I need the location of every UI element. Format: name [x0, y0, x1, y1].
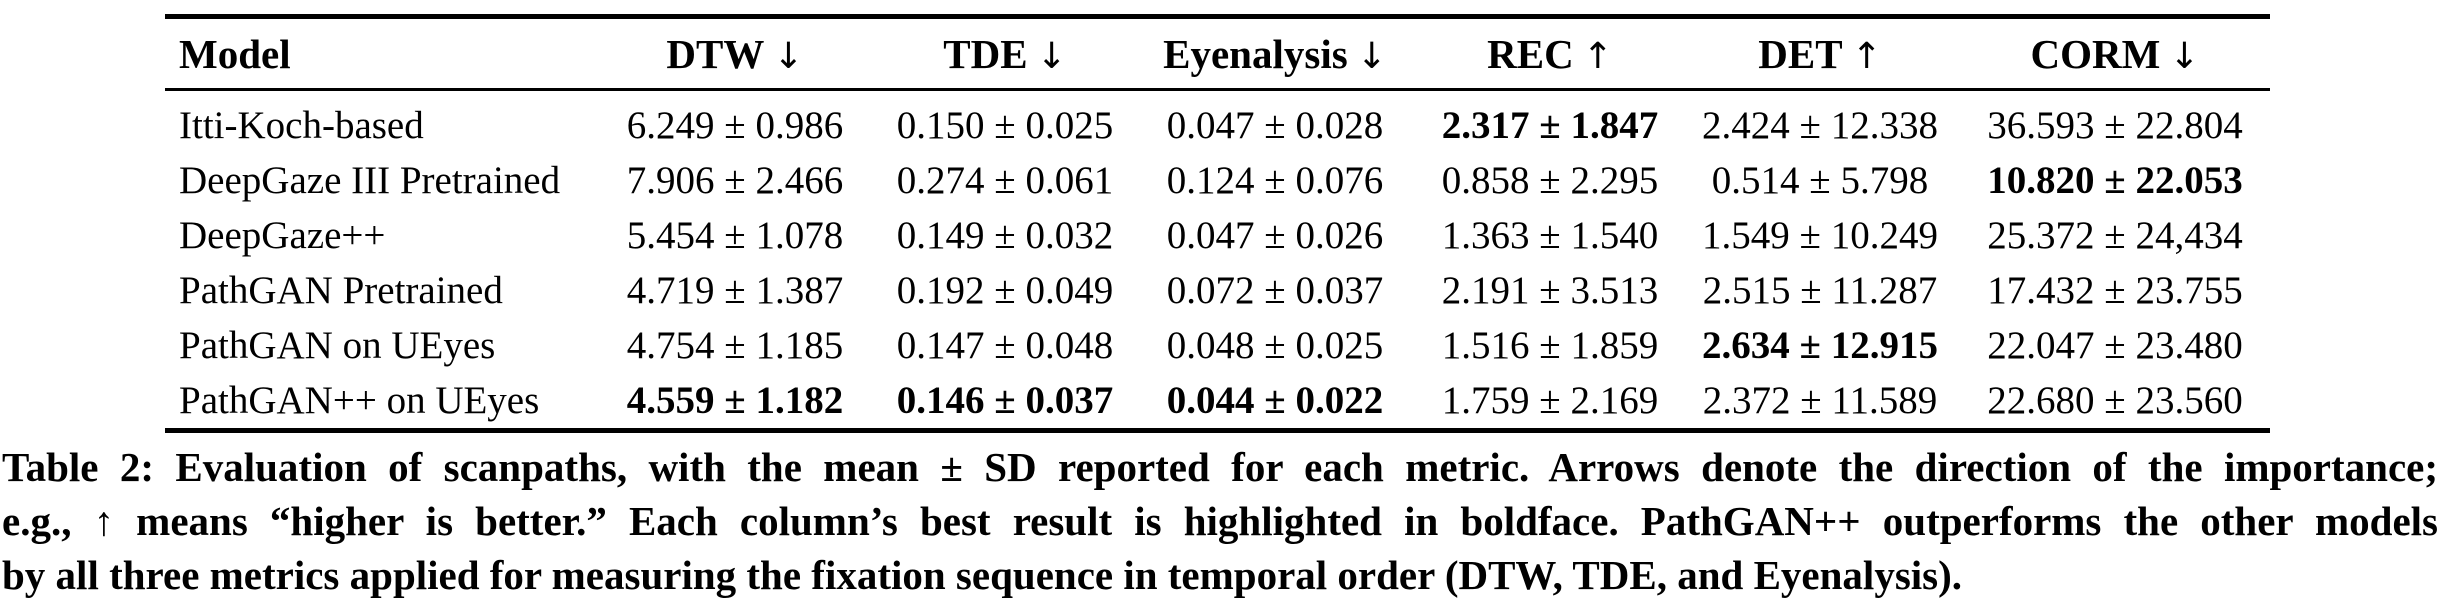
caption-line-2: e.g., ↑ means “higher is better.” Each c… [2, 498, 2438, 544]
metric-value: 2.515 ± 11.287 [1702, 269, 1938, 312]
up-arrow-icon: ↑ [1851, 35, 1882, 77]
model-name: DeepGaze++ [179, 214, 386, 257]
metric-value: 0.072 ± 0.037 [1166, 269, 1384, 312]
down-arrow-icon: ↓ [773, 35, 804, 77]
caption-line-1: Table 2: Evaluation of scanpaths, with t… [2, 444, 2438, 490]
table-row: Itti-Koch-based 6.249 ± 0.986 0.150 ± 0.02… [165, 98, 2270, 153]
column-header-label: CORM [2030, 30, 2161, 77]
column-header-label: DET [1758, 30, 1843, 77]
metric-value: 7.906 ± 2.466 [626, 159, 844, 202]
table-row: DeepGaze III Pretrained 7.906 ± 2.466 0.27… [165, 153, 2270, 208]
metric-value: 0.048 ± 0.025 [1166, 324, 1384, 367]
table-top-rule [165, 14, 2270, 19]
up-arrow-icon: ↑ [1582, 35, 1613, 77]
metric-value: 2.317 ± 1.847 [1441, 104, 1659, 147]
column-header-dtw: DTW ↓ [590, 30, 880, 78]
metric-value: 6.249 ± 0.986 [626, 104, 844, 147]
model-name: DeepGaze III Pretrained [179, 159, 561, 202]
column-header-label: DTW [666, 30, 765, 77]
metric-value: 10.820 ± 22.053 [1987, 159, 2243, 202]
down-arrow-icon: ↓ [1356, 35, 1387, 77]
metric-value: 0.149 ± 0.032 [896, 214, 1114, 257]
metric-value: 0.192 ± 0.049 [896, 269, 1114, 312]
metric-value: 1.549 ± 10.249 [1702, 214, 1938, 257]
column-header-label: REC [1487, 30, 1574, 77]
table-header-row: Model DTW ↓ TDE ↓ Eyenalysis ↓ REC ↑ DET ↑ CO… [165, 19, 2270, 88]
metric-value: 4.754 ± 1.185 [626, 324, 844, 367]
metric-value: 1.759 ± 2.169 [1441, 379, 1659, 422]
metric-value: 22.680 ± 23.560 [1987, 379, 2243, 422]
metric-value: 1.363 ± 1.540 [1441, 214, 1659, 257]
down-arrow-icon: ↓ [1036, 35, 1067, 77]
metric-value: 0.047 ± 0.026 [1166, 214, 1384, 257]
table-row: PathGAN on UEyes 4.754 ± 1.185 0.147 ± 0.0… [165, 318, 2270, 373]
metric-value: 4.559 ± 1.182 [626, 379, 844, 422]
metric-value: 0.514 ± 5.798 [1711, 159, 1929, 202]
table-bottom-rule [165, 428, 2270, 433]
metric-value: 2.424 ± 12.338 [1702, 104, 1938, 147]
table-row: DeepGaze++ 5.454 ± 1.078 0.149 ± 0.032 0.04… [165, 208, 2270, 263]
metric-value: 2.634 ± 12.915 [1702, 324, 1938, 367]
metric-value: 36.593 ± 22.804 [1987, 104, 2243, 147]
metric-value: 4.719 ± 1.387 [626, 269, 844, 312]
metric-value: 5.454 ± 1.078 [626, 214, 844, 257]
table-body: Itti-Koch-based 6.249 ± 0.986 0.150 ± 0.02… [165, 91, 2270, 428]
metric-value: 2.372 ± 11.589 [1702, 379, 1938, 422]
model-name: PathGAN++ on UEyes [179, 379, 540, 422]
column-header-label: TDE [943, 30, 1028, 77]
table-caption: Table 2: Evaluation of scanpaths, with t… [2, 440, 2438, 602]
metric-value: 0.150 ± 0.025 [896, 104, 1114, 147]
metric-value: 0.146 ± 0.037 [896, 379, 1114, 422]
column-header-det: DET ↑ [1680, 30, 1960, 78]
table-row: PathGAN Pretrained 4.719 ± 1.387 0.192 ± 0… [165, 263, 2270, 318]
metric-value: 22.047 ± 23.480 [1987, 324, 2243, 367]
metric-value: 2.191 ± 3.513 [1441, 269, 1659, 312]
caption-line-3: by all three metrics applied for measuri… [2, 552, 1963, 598]
model-name: PathGAN on UEyes [179, 324, 496, 367]
metric-value: 1.516 ± 1.859 [1441, 324, 1659, 367]
column-header-corm: CORM ↓ [1960, 30, 2270, 78]
column-header-eyenalysis: Eyenalysis ↓ [1130, 30, 1420, 78]
table-mid-rule [165, 88, 2270, 91]
metric-value: 0.124 ± 0.076 [1166, 159, 1384, 202]
metric-value: 0.044 ± 0.022 [1166, 379, 1384, 422]
table-row: PathGAN++ on UEyes 4.559 ± 1.182 0.146 ± 0… [165, 373, 2270, 428]
metric-value: 25.372 ± 24,434 [1987, 214, 2243, 257]
column-header-tde: TDE ↓ [880, 30, 1130, 78]
metric-value: 0.274 ± 0.061 [896, 159, 1114, 202]
model-name: Itti-Koch-based [179, 104, 424, 147]
column-header-label: Eyenalysis [1163, 30, 1348, 77]
down-arrow-icon: ↓ [2169, 35, 2200, 77]
metric-value: 0.047 ± 0.028 [1166, 104, 1384, 147]
column-header-model: Model [179, 30, 291, 77]
metric-value: 17.432 ± 23.755 [1987, 269, 2243, 312]
results-table: Model DTW ↓ TDE ↓ Eyenalysis ↓ REC ↑ DET ↑ CO… [165, 0, 2270, 433]
model-name: PathGAN Pretrained [179, 269, 503, 312]
metric-value: 0.147 ± 0.048 [896, 324, 1114, 367]
column-header-rec: REC ↑ [1420, 30, 1680, 78]
metric-value: 0.858 ± 2.295 [1441, 159, 1659, 202]
